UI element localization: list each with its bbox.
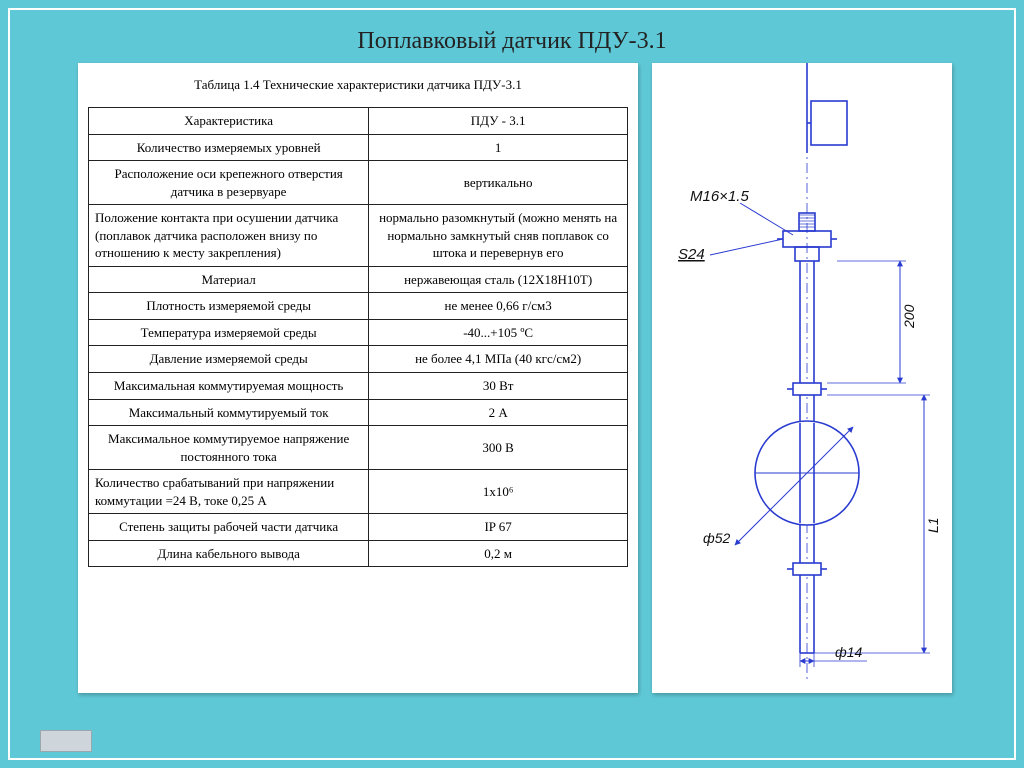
value-cell: ПДУ - 3.1	[369, 108, 628, 135]
table-row: Расположение оси крепежного отверстия да…	[89, 161, 628, 205]
table-row: Количество срабатываний при напряжении к…	[89, 470, 628, 514]
content-row: Таблица 1.4 Технические характеристики д…	[10, 63, 1014, 693]
svg-text:M16×1.5: M16×1.5	[690, 188, 749, 205]
value-cell: не менее 0,66 г/см3	[369, 293, 628, 320]
param-cell: Максимальная коммутируемая мощность	[89, 373, 369, 400]
table-row: Максимальное коммутируемое напряжение по…	[89, 426, 628, 470]
page-marker	[40, 730, 92, 752]
table-row: Длина кабельного вывода0,2 м	[89, 540, 628, 567]
table-row: Давление измеряемой средыне более 4,1 МП…	[89, 346, 628, 373]
value-cell: 30 Вт	[369, 373, 628, 400]
table-row: Максимальный коммутируемый ток2 А	[89, 399, 628, 426]
value-cell: IP 67	[369, 514, 628, 541]
table-caption: Таблица 1.4 Технические характеристики д…	[88, 77, 628, 93]
table-row: Количество измеряемых уровней1	[89, 134, 628, 161]
value-cell: 300 В	[369, 426, 628, 470]
slide-frame: Поплавковый датчик ПДУ-3.1 Таблица 1.4 Т…	[8, 8, 1016, 760]
spec-table-panel: Таблица 1.4 Технические характеристики д…	[78, 63, 638, 693]
table-row: Максимальная коммутируемая мощность30 Вт	[89, 373, 628, 400]
slide-title: Поплавковый датчик ПДУ-3.1	[10, 10, 1014, 63]
value-cell: 1	[369, 134, 628, 161]
param-cell: Положение контакта при осушении датчика …	[89, 205, 369, 267]
value-cell: вертикально	[369, 161, 628, 205]
value-cell: нормально разомкнутый (можно менять на н…	[369, 205, 628, 267]
param-cell: Количество измеряемых уровней	[89, 134, 369, 161]
param-cell: Длина кабельного вывода	[89, 540, 369, 567]
value-cell: нержавеющая сталь (12Х18Н10Т)	[369, 266, 628, 293]
param-cell: Давление измеряемой среды	[89, 346, 369, 373]
value-cell: 2 А	[369, 399, 628, 426]
svg-text:ф52: ф52	[703, 530, 730, 546]
table-row: ХарактеристикаПДУ - 3.1	[89, 108, 628, 135]
table-row: Положение контакта при осушении датчика …	[89, 205, 628, 267]
param-cell: Характеристика	[89, 108, 369, 135]
param-cell: Максимальный коммутируемый ток	[89, 399, 369, 426]
param-cell: Степень защиты рабочей части датчика	[89, 514, 369, 541]
param-cell: Количество срабатываний при напряжении к…	[89, 470, 369, 514]
param-cell: Материал	[89, 266, 369, 293]
svg-text:ф14: ф14	[835, 644, 862, 660]
sensor-drawing: M16×1.5 S24 200 L1 ф52 ф14	[652, 63, 952, 693]
table-row: Материалнержавеющая сталь (12Х18Н10Т)	[89, 266, 628, 293]
table-row: Плотность измеряемой средыне менее 0,66 …	[89, 293, 628, 320]
spec-table: ХарактеристикаПДУ - 3.1Количество измеря…	[88, 107, 628, 567]
table-row: Степень защиты рабочей части датчикаIP 6…	[89, 514, 628, 541]
value-cell: 0,2 м	[369, 540, 628, 567]
drawing-panel: M16×1.5 S24 200 L1 ф52 ф14	[652, 63, 952, 693]
svg-text:L1: L1	[925, 517, 941, 533]
table-row: Температура измеряемой среды-40...+105 º…	[89, 319, 628, 346]
value-cell: 1x10⁶	[369, 470, 628, 514]
param-cell: Температура измеряемой среды	[89, 319, 369, 346]
svg-text:S24: S24	[678, 246, 705, 263]
value-cell: не более 4,1 МПа (40 кгс/см2)	[369, 346, 628, 373]
param-cell: Плотность измеряемой среды	[89, 293, 369, 320]
param-cell: Максимальное коммутируемое напряжение по…	[89, 426, 369, 470]
value-cell: -40...+105 ºС	[369, 319, 628, 346]
param-cell: Расположение оси крепежного отверстия да…	[89, 161, 369, 205]
svg-text:200: 200	[901, 304, 917, 329]
